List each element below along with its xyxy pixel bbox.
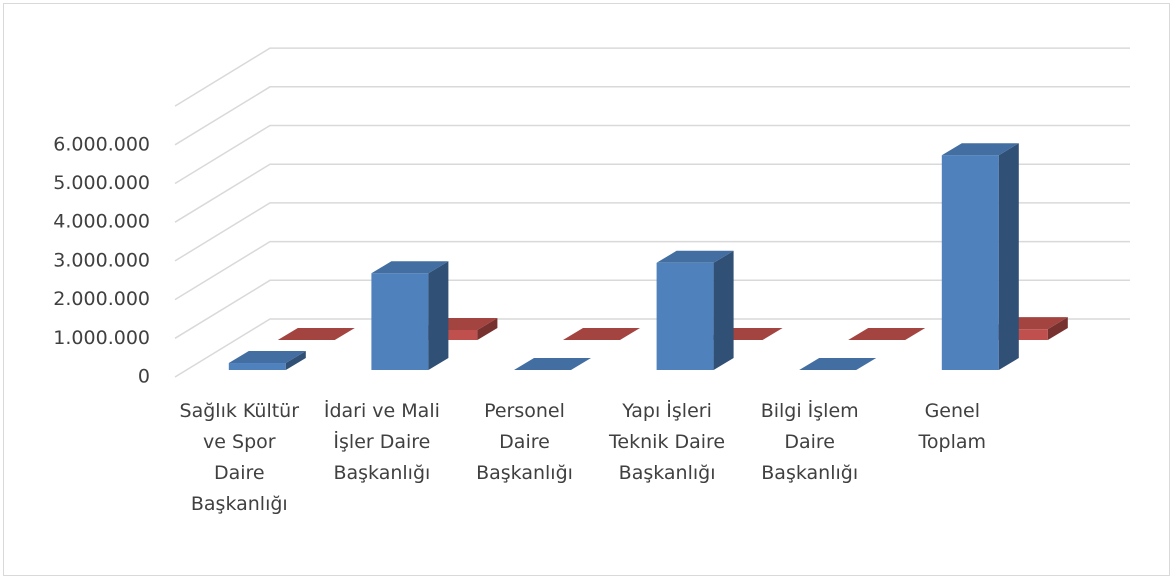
grid-line xyxy=(174,202,1130,262)
x-tick-label: Personel Daire Başkanlığı xyxy=(476,400,573,484)
grid-line xyxy=(174,124,1130,185)
bar-side xyxy=(428,261,449,370)
bar-top xyxy=(799,358,877,370)
x-tick-label: Genel Toplam xyxy=(918,400,987,453)
grid-line xyxy=(174,240,1130,301)
grid-line xyxy=(174,279,1130,339)
bar-top xyxy=(228,351,306,364)
bar-top xyxy=(656,250,734,263)
bar-side xyxy=(1047,317,1068,340)
y-tick-label: 5.000.000 xyxy=(53,172,150,194)
bar-side xyxy=(477,317,498,340)
bar-front xyxy=(941,155,999,370)
bar-side xyxy=(285,351,306,370)
bar-top xyxy=(563,328,640,340)
bar-front xyxy=(420,329,478,340)
y-tick-label: 2.000.000 xyxy=(53,288,150,310)
y-tick-label: 3.000.000 xyxy=(53,249,150,271)
bar-top xyxy=(277,328,355,340)
x-tick-label: Bilgi İşlem Daire Başkanlığı xyxy=(760,400,859,484)
bar-front xyxy=(990,329,1048,340)
y-tick-label: 4.000.000 xyxy=(53,211,150,233)
bar-top xyxy=(848,328,926,340)
x-tick-label: Sağlık Kültür ve Spor Daire Başkanlığı xyxy=(179,400,300,515)
bar-top xyxy=(514,358,591,370)
x-tick-label: Yapı İşleri Teknik Daire Başkanlığı xyxy=(609,400,726,484)
bar-front xyxy=(656,262,714,370)
x-tick-label: İdari ve Mali İşler Daire Başkanlığı xyxy=(323,400,440,484)
bar-front xyxy=(228,363,286,370)
bar-side xyxy=(713,250,734,370)
y-tick-label: 0 xyxy=(138,366,150,388)
bar-front xyxy=(371,273,429,370)
grid-line xyxy=(174,47,1130,107)
bar-side xyxy=(998,143,1019,370)
grid-line xyxy=(174,163,1130,223)
grid-line xyxy=(174,318,1130,378)
grid-line xyxy=(174,86,1130,146)
bar-top xyxy=(941,143,1019,156)
y-tick-label: 6.000.000 xyxy=(53,133,150,155)
y-tick-label: 1.000.000 xyxy=(53,327,150,349)
bar-top xyxy=(371,261,449,274)
